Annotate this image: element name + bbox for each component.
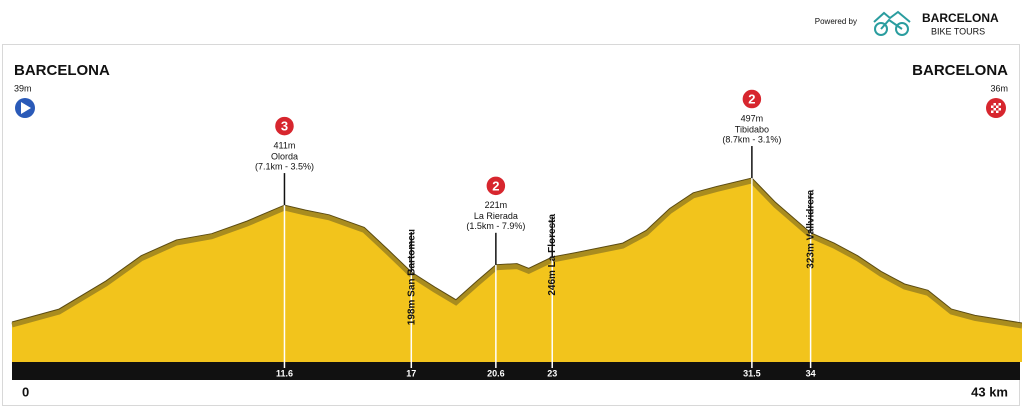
- climb-category: 3: [281, 119, 288, 134]
- start-elevation: 39m: [14, 83, 32, 93]
- x-tick-label: 23: [547, 368, 557, 378]
- frame: [2, 44, 1020, 406]
- x-tick-label: 17: [406, 368, 416, 378]
- point-name: La Floresta: [547, 214, 558, 268]
- climb-detail: (7.1km - 3.5%): [255, 161, 314, 171]
- x-tick-label: 11.6: [276, 368, 293, 378]
- climb-elevation: 411m: [274, 140, 296, 150]
- climb-category: 2: [748, 91, 755, 106]
- climb-badge: [485, 175, 507, 197]
- climb-elevation: 497m: [741, 113, 764, 123]
- profile-fill: [12, 178, 1022, 362]
- finish-name: BARCELONA: [912, 62, 1008, 79]
- baseline-bar: [12, 362, 1020, 368]
- x-tick-label: 0: [22, 384, 29, 399]
- point-elevation: 323m: [805, 243, 816, 269]
- point-label: 198m San Bartomeu: [406, 229, 417, 325]
- climb-name: Olorda: [271, 151, 298, 161]
- profile-shade: [11, 178, 1022, 329]
- finish-elevation: 36m: [990, 83, 1008, 93]
- start-name: BARCELONA: [14, 62, 110, 79]
- km-strip: [12, 368, 1020, 380]
- climb-name: Tibidabo: [735, 124, 769, 134]
- x-tick-label: 43 km: [971, 384, 1008, 399]
- climb-name: La Rierada: [474, 211, 518, 221]
- profile-line: [11, 177, 1022, 324]
- powered-by: Powered by: [815, 17, 857, 26]
- point-elevation: 246m: [547, 270, 558, 296]
- climb-detail: (8.7km - 3.1%): [722, 134, 781, 144]
- climb-badge: [273, 115, 296, 137]
- climb-badge: [741, 88, 763, 110]
- brand-sub: BIKE TOURS: [931, 26, 985, 36]
- point-label: 246m La Floresta: [547, 214, 558, 296]
- start-icon: [15, 98, 35, 118]
- x-tick-label: 20.6: [487, 368, 505, 378]
- climb-elevation: 221m: [485, 200, 508, 210]
- brand: BARCELONA: [922, 11, 999, 25]
- point-label: 323m Vallvidrera: [805, 189, 816, 268]
- point-name: Vallvidrera: [805, 189, 816, 240]
- point-elevation: 198m: [406, 300, 417, 326]
- point-name: San Bartomeu: [406, 229, 417, 297]
- climb-category: 2: [492, 178, 499, 193]
- logo-icon: [873, 10, 911, 36]
- x-tick-label: 34: [806, 368, 816, 378]
- finish-icon: [986, 98, 1006, 118]
- x-tick-label: 31.5: [743, 368, 761, 378]
- climb-detail: (1.5km - 7.9%): [466, 221, 525, 231]
